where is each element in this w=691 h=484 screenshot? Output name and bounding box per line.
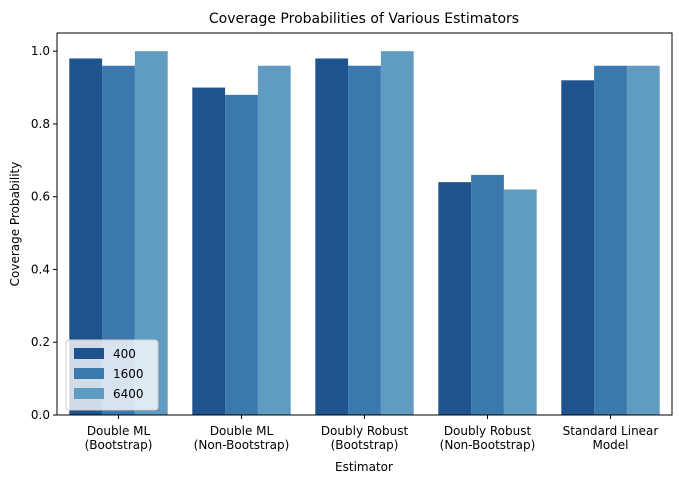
x-tick-label: Double ML (Bootstrap) bbox=[85, 424, 153, 452]
bar-400-cat-5 bbox=[561, 80, 595, 416]
y-tick-label: 0.2 bbox=[31, 335, 50, 349]
chart-title: Coverage Probabilities of Various Estima… bbox=[209, 11, 519, 27]
legend-swatch-400 bbox=[74, 348, 104, 359]
bar-6400-cat-3 bbox=[380, 51, 414, 415]
x-tick-label: Standard Linear Model bbox=[563, 424, 659, 452]
bar-1600-cat-2 bbox=[225, 94, 258, 415]
legend-swatch-1600 bbox=[74, 368, 104, 379]
bar-6400-cat-2 bbox=[257, 65, 291, 415]
y-tick-label: 0.0 bbox=[31, 408, 50, 422]
legend: 400 1600 6400 bbox=[65, 339, 159, 411]
y-axis-title: Coverage Probability bbox=[8, 162, 22, 287]
y-tick-label: 0.8 bbox=[31, 117, 50, 131]
legend-label-400: 400 bbox=[113, 347, 136, 361]
y-tick-label: 0.4 bbox=[31, 262, 50, 276]
bar-400-cat-2 bbox=[192, 87, 226, 416]
bar-1600-cat-5 bbox=[594, 65, 627, 415]
bar-6400-cat-5 bbox=[626, 65, 660, 415]
y-tick-label: 0.6 bbox=[31, 190, 50, 204]
bar-1600-cat-4 bbox=[471, 174, 504, 415]
legend-label-6400: 6400 bbox=[113, 387, 144, 401]
bar-1600-cat-3 bbox=[348, 65, 381, 415]
x-tick-label: Doubly Robust (Bootstrap) bbox=[321, 424, 409, 452]
y-tick-label: 1.0 bbox=[31, 44, 50, 58]
x-tick-label: Double ML (Non-Bootstrap) bbox=[194, 424, 290, 452]
x-axis-title: Estimator bbox=[335, 460, 393, 474]
bar-400-cat-4 bbox=[438, 182, 472, 415]
bar-400-cat-3 bbox=[315, 58, 349, 415]
x-tick-label: Doubly Robust (Non-Bootstrap) bbox=[440, 424, 536, 452]
legend-label-1600: 1600 bbox=[113, 367, 144, 381]
bar-6400-cat-4 bbox=[503, 189, 537, 415]
legend-swatch-6400 bbox=[74, 388, 104, 399]
